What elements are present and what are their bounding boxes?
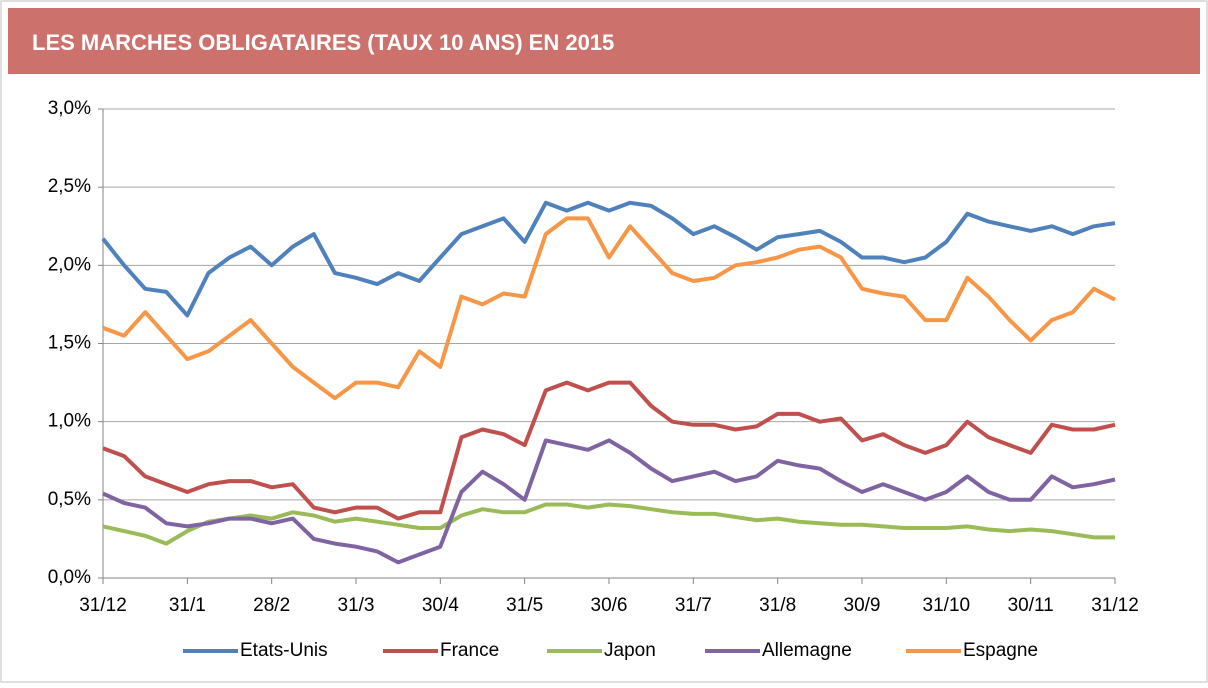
series-line <box>101 200 1116 318</box>
x-tick-label: 30/11 <box>1008 595 1054 616</box>
x-tick-label: 31/12 <box>1091 595 1139 616</box>
x-tick-label: 31/1 <box>169 595 206 616</box>
y-tick-label: 0,0% <box>48 567 91 588</box>
legend-label: France <box>440 640 499 661</box>
legend-label: Japon <box>604 640 656 661</box>
series-line <box>102 438 1116 565</box>
y-tick-label: 1,5% <box>48 333 91 354</box>
x-tick-label: 30/4 <box>422 595 459 616</box>
legend-label: Etats-Unis <box>240 640 328 661</box>
x-tick-label: 31/3 <box>338 595 375 616</box>
y-tick-label: 0,5% <box>48 489 91 510</box>
x-tick-label: 28/2 <box>253 595 290 616</box>
series-line <box>102 216 1116 401</box>
x-tick-label: 30/6 <box>591 595 628 616</box>
chart-title: LES MARCHES OBLIGATAIRES (TAUX 10 ANS) E… <box>32 30 614 55</box>
y-tick-label: 2,5% <box>48 176 91 197</box>
series-line <box>102 380 1116 521</box>
x-tick-label: 30/9 <box>844 595 881 616</box>
x-tick-label: 31/5 <box>506 595 543 616</box>
y-tick-label: 2,0% <box>48 254 91 275</box>
y-tick-label: 1,0% <box>48 411 91 432</box>
legend-label: Allemagne <box>762 640 852 661</box>
x-tick-label: 31/10 <box>923 595 971 616</box>
series-line <box>102 502 1115 546</box>
header-band <box>8 8 1200 74</box>
legend-label: Espagne <box>963 640 1038 661</box>
x-tick-label: 31/7 <box>675 595 712 616</box>
y-tick-label: 3,0% <box>48 98 91 119</box>
x-tick-label: 31/12 <box>79 595 127 616</box>
x-tick-label: 31/8 <box>759 595 796 616</box>
